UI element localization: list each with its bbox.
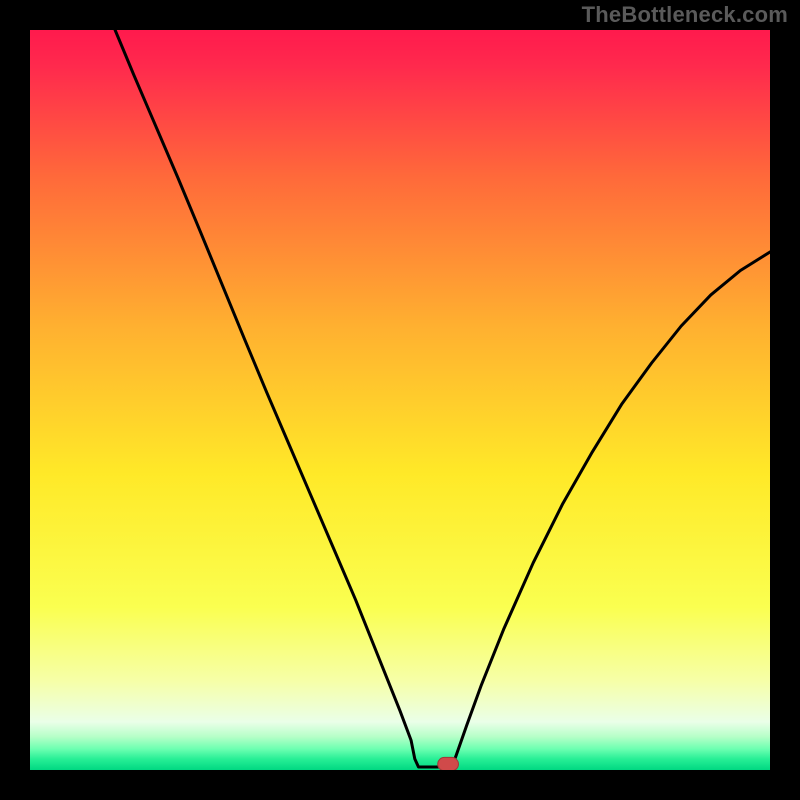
plot-area [30,30,770,770]
watermark-text: TheBottleneck.com [582,2,788,28]
bottleneck-curve-svg [30,30,770,770]
plot-background [30,30,770,770]
optimum-marker [438,757,459,770]
chart-stage: TheBottleneck.com [0,0,800,800]
